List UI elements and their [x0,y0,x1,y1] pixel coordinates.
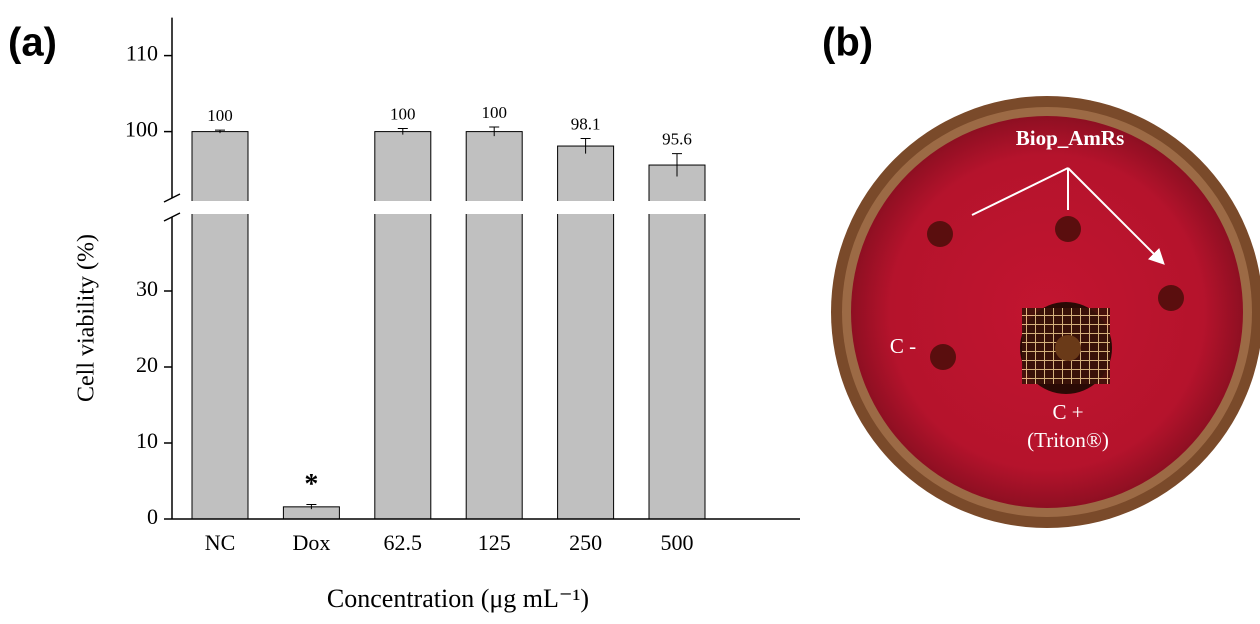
well [1055,335,1081,361]
plate-label: C + [1052,400,1083,424]
annotation: * [304,469,318,500]
x-tick-label: Dox [292,530,330,555]
value-label: 95.6 [662,130,692,149]
x-tick-label: 62.5 [384,530,423,555]
plate-label: Biop_AmRs [1016,126,1125,150]
bar [466,132,522,519]
well [930,344,956,370]
plate-label: (Triton®) [1027,428,1109,452]
panel-label: (b) [822,21,873,65]
y-tick-label: 100 [125,117,158,142]
bar [649,165,705,519]
y-axis-title: Cell viability (%) [74,234,100,402]
well [1158,285,1184,311]
y-tick-label: 110 [126,41,158,66]
y-tick-label: 30 [136,276,158,301]
axis-break [164,201,802,214]
value-label: 100 [390,104,416,123]
well [1055,216,1081,242]
bar [375,132,431,519]
plate-label: C - [890,334,916,358]
plot: NC 100 Dox 62.5 100 125 100 250 98.1 500 95.6 * 0 10 2… [125,18,802,555]
x-tick-label: 500 [661,530,694,555]
well [927,221,953,247]
value-label: 100 [207,106,233,125]
y-tick-label: 10 [136,428,158,453]
panel-label: (a) [8,21,57,65]
x-tick-label: 125 [478,530,511,555]
x-axis-title: Concentration (μg mL⁻¹) [327,584,589,613]
x-tick-label: NC [205,530,236,555]
bar [192,132,248,519]
y-tick-label: 0 [147,504,158,529]
plate-photo: Biop_AmRs C - C + (Triton®) [831,96,1260,528]
x-tick-label: 250 [569,530,602,555]
value-label: 98.1 [571,114,601,133]
figure: (a) (b) Cell viability (%) Concentration… [0,0,1260,619]
y-tick-label: 20 [136,352,158,377]
value-label: 100 [481,103,507,122]
